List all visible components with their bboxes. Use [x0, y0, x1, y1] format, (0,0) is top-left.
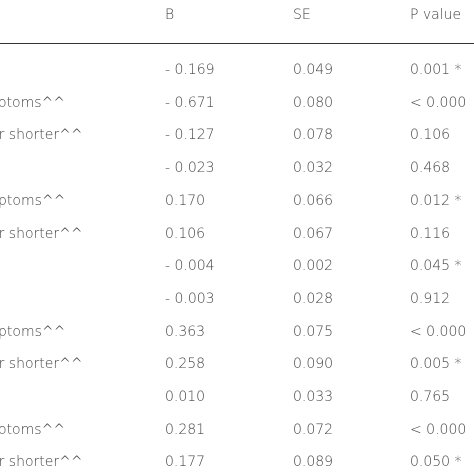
se-value: 0.067: [293, 225, 334, 242]
se-value: 0.075: [293, 323, 334, 340]
column-header: SE: [293, 7, 311, 23]
b-value: 0.281: [165, 421, 206, 438]
column-header: P value: [410, 7, 462, 23]
b-value: - 0.003: [165, 290, 215, 307]
p-value: 0.001 *: [410, 62, 462, 78]
p-value: < 0.000: [410, 323, 467, 340]
b-value: 0.177: [165, 454, 206, 471]
b-value: - 0.671: [165, 94, 215, 111]
row-label: or shorter^^: [0, 356, 83, 373]
p-value: 0.012 *: [410, 192, 462, 209]
b-value: 0.258: [165, 356, 206, 373]
se-value: 0.002: [293, 258, 334, 275]
b-value: - 0.169: [165, 62, 215, 78]
row-label: otoms^^: [0, 94, 66, 111]
row-label: or shorter^^: [0, 225, 83, 242]
b-value: - 0.004: [165, 258, 215, 275]
p-value: 0.912: [410, 290, 451, 307]
p-value: 0.045 *: [410, 258, 462, 275]
b-value: 0.170: [165, 192, 206, 209]
p-value: 0.765: [410, 389, 451, 405]
p-value: < 0.000: [410, 421, 467, 438]
row-label: ptoms^^: [0, 192, 66, 209]
b-value: - 0.023: [165, 160, 215, 177]
se-value: 0.090: [293, 356, 334, 373]
b-value: - 0.127: [165, 127, 215, 144]
se-value: 0.080: [293, 94, 334, 111]
p-value: < 0.000: [410, 94, 467, 111]
row-label: or shorter^^: [0, 127, 83, 144]
header-rule: [0, 43, 474, 44]
se-value: 0.032: [293, 160, 334, 177]
se-value: 0.078: [293, 127, 334, 144]
se-value: 0.049: [293, 62, 334, 78]
row-label: otoms^^: [0, 421, 66, 438]
b-value: 0.363: [165, 323, 206, 340]
row-label: ptoms^^: [0, 323, 66, 340]
b-value: 0.010: [165, 389, 206, 405]
p-value: 0.005 *: [410, 356, 462, 373]
p-value: 0.050 *: [410, 454, 462, 471]
se-value: 0.089: [293, 454, 334, 471]
p-value: 0.468: [410, 160, 451, 177]
se-value: 0.066: [293, 192, 334, 209]
row-label: or shorter^^: [0, 454, 83, 471]
se-value: 0.028: [293, 290, 334, 307]
p-value: 0.116: [410, 225, 451, 242]
se-value: 0.072: [293, 421, 334, 438]
se-value: 0.033: [293, 389, 334, 405]
b-value: 0.106: [165, 225, 206, 242]
column-header: B: [165, 7, 175, 23]
p-value: 0.106: [410, 127, 451, 144]
